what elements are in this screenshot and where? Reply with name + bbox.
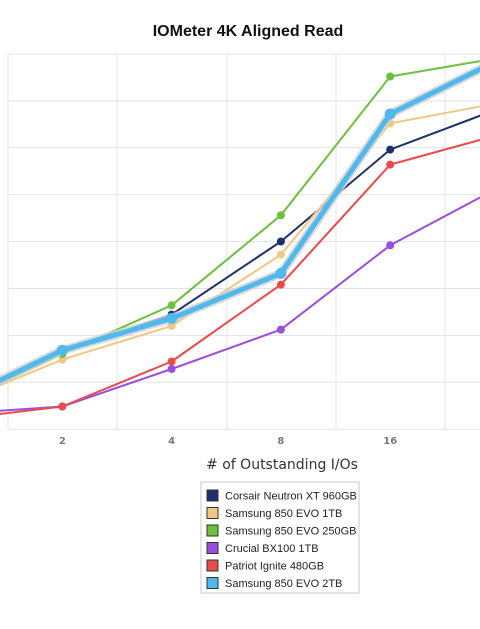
- data-point: [167, 357, 176, 366]
- legend-label: Corsair Neutron XT 960GB: [225, 491, 357, 503]
- x-tick-labels: 2 4 8 16: [59, 436, 397, 447]
- series-5: [0, 64, 480, 386]
- legend-swatch: [206, 489, 219, 502]
- legend-label: Patriot Ignite 480GB: [225, 561, 324, 573]
- series-4: [0, 138, 480, 415]
- x-axis-label: # of Outstanding I/Os: [206, 457, 358, 473]
- series-line: [0, 196, 480, 412]
- grid: [7, 53, 480, 430]
- data-point: [276, 250, 285, 259]
- data-point: [276, 211, 285, 220]
- legend-swatch: [206, 507, 219, 519]
- legend-swatch: [206, 524, 219, 537]
- data-point: [386, 72, 395, 81]
- data-point: [167, 321, 176, 330]
- legend-item: Corsair Neutron XT 960GB: [206, 489, 357, 503]
- data-point: [386, 145, 395, 154]
- chart-title: IOMeter 4K Aligned Read: [153, 23, 344, 40]
- data-point: [386, 160, 395, 169]
- series-shadow: [0, 64, 480, 386]
- legend-item: Samsung 850 EVO 2TB: [206, 577, 342, 590]
- data-point: [276, 237, 285, 246]
- data-point: [167, 301, 176, 310]
- data-point: [276, 325, 285, 334]
- series-lines: [0, 60, 480, 415]
- legend-item: Crucial BX100 1TB: [206, 542, 319, 555]
- series-line: [0, 105, 480, 387]
- data-point: [276, 280, 285, 289]
- data-point: [56, 344, 68, 356]
- x-tick-label: 16: [383, 436, 397, 447]
- data-point: [166, 312, 178, 324]
- x-tick-label: 4: [168, 436, 175, 447]
- data-point: [275, 267, 287, 279]
- series-line: [0, 138, 480, 415]
- legend-swatch: [206, 542, 219, 554]
- legend-label: Samsung 850 EVO 1TB: [225, 508, 342, 520]
- data-point: [384, 108, 396, 120]
- legend-label: Crucial BX100 1TB: [225, 543, 319, 555]
- legend-item: Samsung 850 EVO 1TB: [206, 507, 342, 520]
- legend-item: Samsung 850 EVO 250GB: [206, 524, 356, 538]
- legend-box: [200, 481, 360, 594]
- legend-swatch: [206, 577, 219, 589]
- series-1: [0, 105, 480, 387]
- x-tick-label: 8: [277, 436, 284, 447]
- legend-swatch: [206, 559, 219, 572]
- legend: Corsair Neutron XT 960GB Samsung 850 EVO …: [200, 481, 360, 594]
- legend-items: Corsair Neutron XT 960GB Samsung 850 EVO …: [206, 489, 357, 590]
- legend-label: Samsung 850 EVO 2TB: [225, 578, 342, 590]
- data-point: [58, 355, 67, 364]
- series-0: [0, 114, 480, 382]
- legend-item: Patriot Ignite 480GB: [206, 559, 324, 573]
- legend-label: Samsung 850 EVO 250GB: [225, 526, 356, 538]
- series-line: [0, 66, 480, 383]
- data-point: [58, 402, 67, 411]
- data-point: [386, 241, 395, 250]
- x-tick-label: 2: [59, 436, 66, 447]
- data-point: [167, 365, 176, 373]
